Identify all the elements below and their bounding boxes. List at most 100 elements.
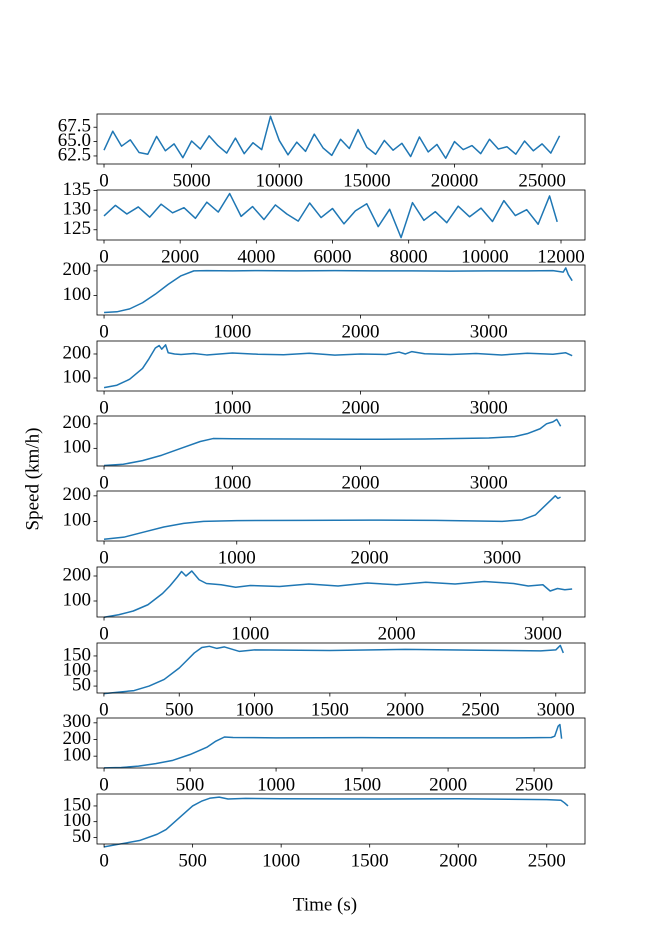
x-tick-label: 3000	[524, 623, 562, 644]
x-tick-label: 5000	[173, 170, 211, 191]
y-tick-label: 50	[72, 826, 91, 847]
x-tick-label: 1000	[257, 774, 295, 795]
x-tick-label: 0	[99, 321, 109, 342]
axes-frame	[96, 264, 586, 316]
x-tick-label: 0	[99, 472, 109, 493]
x-tick-label: 12000	[537, 246, 585, 267]
y-tick-label: 135	[63, 179, 92, 200]
axes-frame	[96, 113, 586, 165]
axes-frame	[96, 717, 586, 769]
y-tick-label: 100	[63, 366, 92, 387]
y-tick-label: 100	[63, 810, 92, 831]
data-line	[104, 723, 563, 769]
y-tick-label: 65.0	[58, 130, 91, 151]
x-tick-label: 0	[99, 850, 109, 871]
axes-frame	[96, 642, 586, 694]
x-tick-label: 0	[99, 699, 109, 720]
x-tick-label: 2500	[528, 850, 566, 871]
data-line	[103, 344, 573, 389]
data-line	[104, 418, 562, 467]
axes-frame	[96, 189, 586, 241]
y-tick-label: 200	[63, 484, 92, 505]
x-tick-label: 3000	[470, 321, 508, 342]
y-tick-label: 150	[63, 794, 92, 815]
x-tick-label: 2000	[378, 623, 416, 644]
x-tick-label: 1500	[343, 774, 381, 795]
x-tick-label: 500	[165, 699, 194, 720]
y-tick-label: 200	[63, 728, 92, 749]
y-tick-label: 100	[63, 284, 92, 305]
data-line	[104, 267, 573, 314]
x-tick-label: 1000	[262, 850, 300, 871]
data-line	[103, 796, 569, 848]
x-tick-label: 0	[99, 397, 109, 418]
y-tick-label: 100	[63, 589, 92, 610]
x-tick-label: 500	[176, 774, 205, 795]
y-axis-label: Speed (km/h)	[22, 428, 43, 531]
axes-frame	[96, 490, 586, 542]
x-tick-label: 1000	[218, 547, 256, 568]
x-tick-label: 2000	[350, 547, 388, 568]
x-tick-label: 2000	[161, 246, 199, 267]
x-tick-label: 10000	[255, 170, 303, 191]
y-tick-label: 200	[63, 342, 92, 363]
x-tick-label: 20000	[431, 170, 479, 191]
x-tick-label: 0	[99, 246, 109, 267]
x-tick-label: 0	[99, 623, 109, 644]
x-tick-label: 10000	[461, 246, 509, 267]
x-tick-label: 2000	[342, 321, 380, 342]
y-tick-label: 62.5	[58, 144, 91, 165]
x-axis-label: Time (s)	[293, 894, 357, 915]
axes-frame	[96, 340, 586, 392]
y-tick-label: 100	[63, 745, 92, 766]
y-tick-label: 100	[63, 437, 92, 458]
x-tick-label: 2500	[461, 699, 499, 720]
y-tick-label: 50	[72, 674, 91, 695]
x-tick-label: 1000	[213, 321, 251, 342]
x-tick-label: 25000	[518, 170, 566, 191]
y-tick-label: 100	[63, 659, 92, 680]
x-tick-label: 2500	[515, 774, 553, 795]
x-tick-label: 6000	[314, 246, 352, 267]
x-tick-label: 15000	[343, 170, 391, 191]
x-tick-label: 2000	[342, 472, 380, 493]
y-tick-label: 125	[63, 218, 92, 239]
x-tick-label: 1000	[213, 397, 251, 418]
axes-frame	[96, 415, 586, 467]
x-tick-label: 4000	[237, 246, 275, 267]
x-tick-label: 3000	[483, 547, 521, 568]
data-line	[103, 192, 558, 239]
data-line	[103, 495, 561, 540]
y-tick-label: 150	[63, 644, 92, 665]
x-tick-label: 1000	[213, 472, 251, 493]
x-tick-label: 2000	[429, 774, 467, 795]
x-tick-label: 1000	[236, 699, 274, 720]
axes-frame	[96, 793, 586, 845]
x-tick-label: 500	[178, 850, 207, 871]
y-tick-label: 100	[63, 510, 92, 531]
x-tick-label: 3000	[470, 397, 508, 418]
y-tick-label: 200	[63, 259, 92, 280]
x-tick-label: 0	[99, 547, 109, 568]
y-tick-label: 200	[63, 412, 92, 433]
y-tick-label: 130	[63, 198, 92, 219]
axes-frame	[96, 566, 586, 618]
y-tick-label: 67.5	[58, 116, 91, 137]
x-tick-label: 2000	[342, 397, 380, 418]
x-tick-label: 8000	[390, 246, 428, 267]
x-tick-label: 3000	[470, 472, 508, 493]
y-tick-label: 300	[63, 711, 92, 732]
x-tick-label: 2000	[439, 850, 477, 871]
x-tick-label: 0	[99, 774, 109, 795]
x-tick-label: 1000	[231, 623, 269, 644]
x-tick-label: 0	[99, 170, 109, 191]
x-tick-label: 1500	[351, 850, 389, 871]
x-tick-label: 2000	[386, 699, 424, 720]
x-tick-label: 1500	[311, 699, 349, 720]
data-line	[103, 644, 565, 695]
data-line	[103, 570, 573, 618]
data-line	[103, 115, 561, 159]
y-tick-label: 200	[63, 564, 92, 585]
x-tick-label: 3000	[537, 699, 575, 720]
